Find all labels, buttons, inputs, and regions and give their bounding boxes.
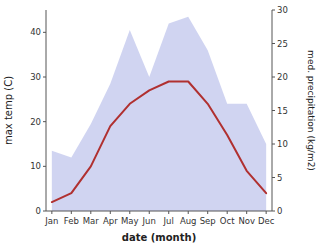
x-tick — [51, 211, 52, 214]
y-tick-label: 30 — [30, 72, 41, 82]
x-tick-label: Sep — [200, 216, 216, 226]
y2-tick-label: 0 — [277, 206, 282, 216]
x-tick-label: Aug — [180, 216, 197, 226]
y-tick-label: 40 — [30, 27, 41, 37]
y2-tick — [272, 144, 275, 145]
x-tick-label: Apr — [103, 216, 118, 226]
x-tick — [188, 211, 189, 214]
x-tick — [90, 211, 91, 214]
x-axis-label: date (month) — [122, 232, 196, 243]
x-tick — [71, 211, 72, 214]
y-tick — [43, 121, 46, 122]
y-axis-line — [46, 10, 47, 211]
x-tick-label: Oct — [220, 216, 235, 226]
chart: JanFebMarAprMayJunJulAugSepOctNovDec0102… — [0, 0, 318, 247]
y-tick — [43, 211, 46, 212]
y2-tick — [272, 110, 275, 111]
x-tick-label: May — [121, 216, 139, 226]
y-tick-label: 10 — [30, 161, 41, 171]
y2-tick-label: 30 — [277, 5, 288, 15]
y2-tick-label: 15 — [277, 106, 288, 116]
y-tick — [43, 77, 46, 78]
x-tick-label: Nov — [238, 216, 255, 226]
y2-tick-label: 5 — [277, 173, 282, 183]
plot-area — [52, 17, 266, 211]
x-tick-label: Feb — [64, 216, 79, 226]
y-tick-label: 20 — [30, 117, 41, 127]
y2-tick-label: 25 — [277, 39, 288, 49]
x-tick — [110, 211, 111, 214]
y2-axis-label: med. precipitation (kg/m2) — [306, 50, 316, 171]
x-tick — [207, 211, 208, 214]
y-tick-label: 0 — [36, 206, 41, 216]
x-tick-label: Jun — [142, 216, 156, 226]
x-axis-line — [46, 211, 272, 212]
x-tick — [149, 211, 150, 214]
x-tick — [129, 211, 130, 214]
x-tick — [266, 211, 267, 214]
x-tick-label: Jul — [163, 216, 174, 226]
y2-tick-label: 10 — [277, 139, 288, 149]
y2-tick — [272, 211, 275, 212]
x-tick — [227, 211, 228, 214]
y-axis-label: max temp (C) — [3, 76, 14, 145]
x-tick-label: Jan — [44, 216, 58, 226]
temperature-line — [52, 81, 266, 202]
precipitation-area — [52, 17, 266, 211]
y2-tick — [272, 10, 275, 11]
y2-tick — [272, 77, 275, 78]
y-tick — [43, 166, 46, 167]
x-tick-label: Dec — [258, 216, 275, 226]
y-tick — [43, 32, 46, 33]
y2-tick — [272, 43, 275, 44]
y2-tick-label: 20 — [277, 72, 288, 82]
x-tick — [168, 211, 169, 214]
chart-container: JanFebMarAprMayJunJulAugSepOctNovDec0102… — [0, 0, 318, 247]
x-tick — [246, 211, 247, 214]
y2-tick — [272, 177, 275, 178]
x-tick-label: Mar — [83, 216, 100, 226]
